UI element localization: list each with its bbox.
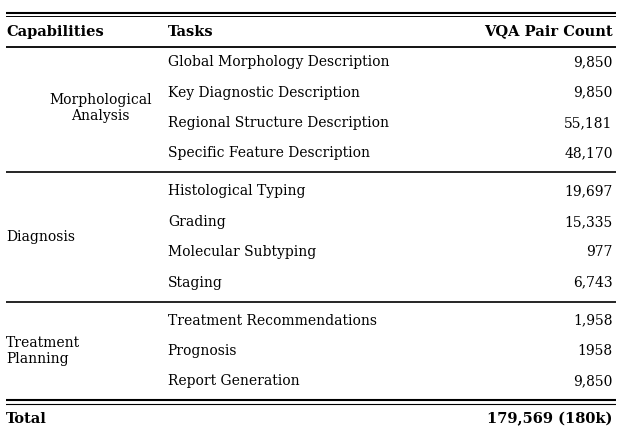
Text: Treatment
Planning: Treatment Planning [6,336,80,366]
Text: Key Diagnostic Description: Key Diagnostic Description [168,86,360,100]
Text: Global Morphology Description: Global Morphology Description [168,55,389,69]
Text: Morphological
Analysis: Morphological Analysis [49,93,152,123]
Text: 15,335: 15,335 [565,215,613,229]
Text: Prognosis: Prognosis [168,344,237,358]
Text: 55,181: 55,181 [564,116,613,130]
Text: 179,569 (180k): 179,569 (180k) [488,412,613,427]
Text: 6,743: 6,743 [573,276,613,290]
Text: 48,170: 48,170 [564,146,613,160]
Text: Tasks: Tasks [168,24,213,39]
Text: 19,697: 19,697 [564,184,613,199]
Text: Treatment Recommendations: Treatment Recommendations [168,314,377,328]
Text: 9,850: 9,850 [573,55,613,69]
Text: Regional Structure Description: Regional Structure Description [168,116,389,130]
Text: Grading: Grading [168,215,226,229]
Text: 9,850: 9,850 [573,86,613,100]
Text: VQA Pair Count: VQA Pair Count [484,24,613,39]
Text: 977: 977 [586,245,613,259]
Text: Specific Feature Description: Specific Feature Description [168,146,369,160]
Text: 9,850: 9,850 [573,374,613,389]
Text: 1958: 1958 [578,344,613,358]
Text: 1,958: 1,958 [573,314,613,328]
Text: Capabilities: Capabilities [6,24,104,39]
Text: Diagnosis: Diagnosis [6,230,75,244]
Text: Report Generation: Report Generation [168,374,299,389]
Text: Molecular Subtyping: Molecular Subtyping [168,245,316,259]
Text: Histological Typing: Histological Typing [168,184,305,199]
Text: Staging: Staging [168,276,223,290]
Text: Total: Total [6,413,47,426]
